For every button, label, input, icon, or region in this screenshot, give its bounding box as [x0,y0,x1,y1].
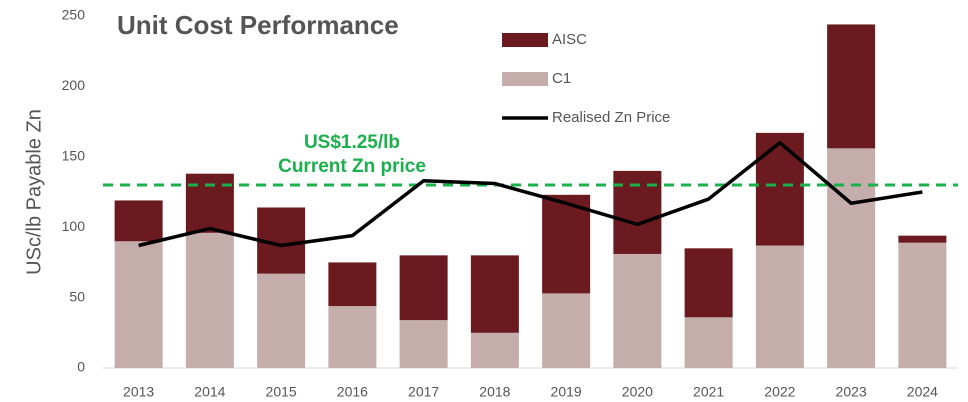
legend-label: AISC [552,31,587,48]
x-tick-label: 2024 [907,384,938,400]
bar [613,253,662,368]
bar [898,242,947,368]
y-tick-label: 150 [62,148,86,164]
bar [470,255,519,333]
bar [114,241,163,368]
bar [328,262,377,307]
x-tick-label: 2021 [693,384,724,400]
y-tick-label: 100 [62,218,86,234]
x-tick-label: 2020 [622,384,653,400]
bar [755,245,804,368]
x-tick-label: 2018 [479,384,510,400]
bar [684,248,733,318]
legend-label: C1 [552,70,571,87]
bar [755,132,804,246]
bar [328,306,377,368]
bar [827,148,876,368]
x-tick-label: 2015 [266,384,297,400]
bar [542,293,591,368]
y-tick-label: 50 [69,288,85,304]
bar [470,332,519,368]
bar [114,200,163,242]
y-axis-label: USc/lb Payable Zn [23,109,45,275]
legend-swatch [502,33,548,47]
x-tick-label: 2022 [764,384,795,400]
line [138,140,923,248]
chart-title: Unit Cost Performance [117,10,399,40]
x-tick-label: 2017 [408,384,439,400]
legend-swatch [502,72,548,86]
bar [542,194,591,294]
x-tick-label: 2019 [551,384,582,400]
bar [684,317,733,368]
x-tick-label: 2023 [836,384,867,400]
reference-label: US$1.25/lb [304,132,400,153]
y-tick-label: 250 [62,7,86,23]
x-tick-label: 2013 [123,384,154,400]
bar [613,170,662,254]
x-tick-label: 2014 [194,384,225,400]
bar [185,232,234,368]
legend-label: Realised Zn Price [552,109,670,126]
y-tick-label: 200 [62,77,86,93]
bar [185,173,234,233]
bar [399,255,448,321]
y-tick-label: 0 [77,359,85,375]
bar [827,24,876,149]
bar [399,320,448,368]
bar [257,273,306,368]
reference-label: Current Zn price [278,156,426,177]
bar [898,235,947,243]
x-tick-label: 2016 [337,384,368,400]
